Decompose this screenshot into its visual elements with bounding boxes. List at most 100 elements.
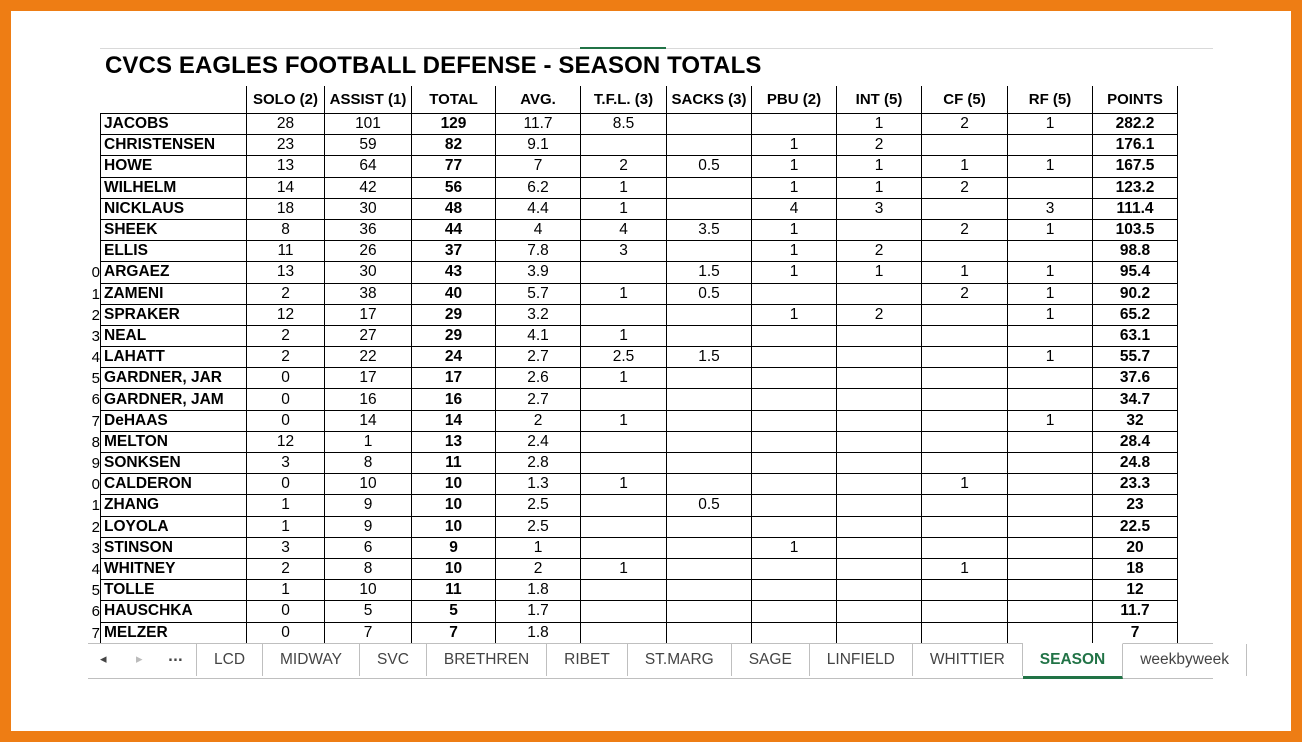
stat-cell[interactable] — [751, 409, 837, 432]
row-number[interactable]: 3 — [91, 327, 100, 345]
row-number[interactable] — [88, 178, 100, 199]
points-cell[interactable]: 65.2 — [1092, 303, 1178, 326]
stat-cell[interactable]: 1 — [580, 176, 667, 199]
stat-cell[interactable]: 2 — [495, 409, 581, 432]
stat-cell[interactable]: 1.3 — [495, 473, 581, 496]
stat-cell[interactable]: 1 — [921, 155, 1008, 178]
stat-cell[interactable] — [666, 600, 752, 623]
player-name-cell[interactable]: NEAL — [100, 324, 247, 348]
points-cell[interactable]: 282.2 — [1092, 112, 1178, 136]
stat-cell[interactable] — [580, 494, 667, 517]
stat-cell[interactable]: 1 — [580, 473, 667, 496]
stat-cell[interactable] — [1007, 134, 1093, 157]
stat-cell[interactable] — [666, 579, 752, 602]
points-cell[interactable]: 90.2 — [1092, 282, 1178, 305]
stat-cell[interactable]: 2.7 — [495, 346, 581, 369]
stat-cell[interactable]: 1 — [751, 303, 837, 326]
stat-cell[interactable] — [836, 388, 922, 411]
stat-cell[interactable]: 7 — [324, 621, 412, 644]
stat-cell[interactable] — [921, 324, 1008, 348]
stat-cell[interactable]: 1 — [836, 155, 922, 178]
stat-cell[interactable]: 1 — [246, 494, 325, 517]
stat-cell[interactable] — [836, 621, 922, 644]
stat-cell[interactable] — [1007, 579, 1093, 602]
stat-cell[interactable] — [1007, 451, 1093, 475]
stat-cell[interactable] — [836, 579, 922, 602]
stat-cell[interactable]: 8 — [324, 451, 412, 475]
player-name-cell[interactable]: WILHELM — [100, 176, 247, 199]
player-name-cell[interactable]: LOYOLA — [100, 515, 247, 538]
row-number[interactable]: 9 — [91, 455, 100, 472]
player-name-cell[interactable]: MELZER — [100, 621, 247, 644]
stat-cell[interactable]: 10 — [324, 579, 412, 602]
scroll-left-icon[interactable]: ◂ — [100, 652, 107, 667]
stat-cell[interactable]: 1 — [836, 261, 922, 284]
stat-cell[interactable]: 1 — [1007, 409, 1093, 432]
stat-cell[interactable]: 64 — [324, 155, 412, 178]
total-cell[interactable]: 29 — [411, 324, 496, 348]
sheet-tab[interactable]: SEASON — [1022, 643, 1124, 679]
stat-cell[interactable]: 4.4 — [495, 197, 581, 220]
stat-cell[interactable]: 6.2 — [495, 176, 581, 199]
stat-cell[interactable]: 2.5 — [495, 494, 581, 517]
stat-cell[interactable]: 5.7 — [495, 282, 581, 305]
stat-cell[interactable] — [921, 409, 1008, 432]
stat-cell[interactable] — [666, 388, 752, 411]
total-cell[interactable]: 10 — [411, 494, 496, 517]
stat-cell[interactable]: 1 — [1007, 261, 1093, 284]
player-name-cell[interactable]: ZAMENI — [100, 282, 247, 305]
sheet-tab[interactable]: SVC — [360, 644, 427, 676]
points-cell[interactable]: 11.7 — [1092, 600, 1178, 623]
stat-cell[interactable]: 8 — [324, 557, 412, 581]
stat-cell[interactable]: 1 — [580, 282, 667, 305]
stat-cell[interactable]: 1.7 — [495, 600, 581, 623]
stat-cell[interactable]: 59 — [324, 134, 412, 157]
player-name-cell[interactable]: CHRISTENSEN — [100, 134, 247, 157]
sheet-tab[interactable]: weekbyweek — [1123, 644, 1247, 676]
stat-cell[interactable]: 1 — [324, 430, 412, 454]
stat-cell[interactable] — [921, 430, 1008, 454]
stat-cell[interactable] — [666, 409, 752, 432]
column-header[interactable]: SACKS (3) — [666, 86, 752, 114]
stat-cell[interactable]: 2 — [836, 134, 922, 157]
player-name-cell[interactable]: GARDNER, JAR — [100, 367, 247, 390]
stat-cell[interactable]: 3.5 — [666, 218, 752, 242]
points-cell[interactable]: 95.4 — [1092, 261, 1178, 284]
stat-cell[interactable] — [751, 579, 837, 602]
total-cell[interactable]: 129 — [411, 112, 496, 136]
stat-cell[interactable] — [751, 282, 837, 305]
stat-cell[interactable]: 0 — [246, 473, 325, 496]
stat-cell[interactable] — [751, 473, 837, 496]
stat-cell[interactable] — [1007, 494, 1093, 517]
stat-cell[interactable]: 17 — [324, 303, 412, 326]
stat-cell[interactable] — [921, 134, 1008, 157]
column-header[interactable]: POINTS — [1092, 86, 1178, 114]
stat-cell[interactable] — [751, 600, 837, 623]
stat-cell[interactable] — [921, 600, 1008, 623]
stat-cell[interactable] — [751, 494, 837, 517]
total-cell[interactable]: 24 — [411, 346, 496, 369]
total-cell[interactable]: 56 — [411, 176, 496, 199]
stat-cell[interactable]: 2 — [246, 346, 325, 369]
stat-cell[interactable]: 0 — [246, 388, 325, 411]
points-cell[interactable]: 23 — [1092, 494, 1178, 517]
stat-cell[interactable] — [1007, 536, 1093, 559]
row-number[interactable]: 6 — [91, 603, 100, 621]
stat-cell[interactable] — [580, 515, 667, 538]
stat-cell[interactable] — [580, 303, 667, 326]
player-name-cell[interactable]: SONKSEN — [100, 451, 247, 475]
stat-cell[interactable] — [751, 346, 837, 369]
player-name-cell[interactable]: ZHANG — [100, 494, 247, 517]
stat-cell[interactable] — [921, 346, 1008, 369]
points-cell[interactable]: 111.4 — [1092, 197, 1178, 220]
stat-cell[interactable]: 1 — [751, 536, 837, 559]
row-number[interactable] — [88, 241, 100, 262]
total-cell[interactable]: 16 — [411, 388, 496, 411]
column-header[interactable]: SOLO (2) — [246, 86, 325, 114]
stat-cell[interactable]: 8.5 — [580, 112, 667, 136]
row-number[interactable]: 6 — [91, 391, 100, 409]
column-header[interactable]: ASSIST (1) — [324, 86, 412, 114]
stat-cell[interactable]: 1 — [836, 112, 922, 136]
stat-cell[interactable] — [666, 324, 752, 348]
total-cell[interactable]: 11 — [411, 451, 496, 475]
